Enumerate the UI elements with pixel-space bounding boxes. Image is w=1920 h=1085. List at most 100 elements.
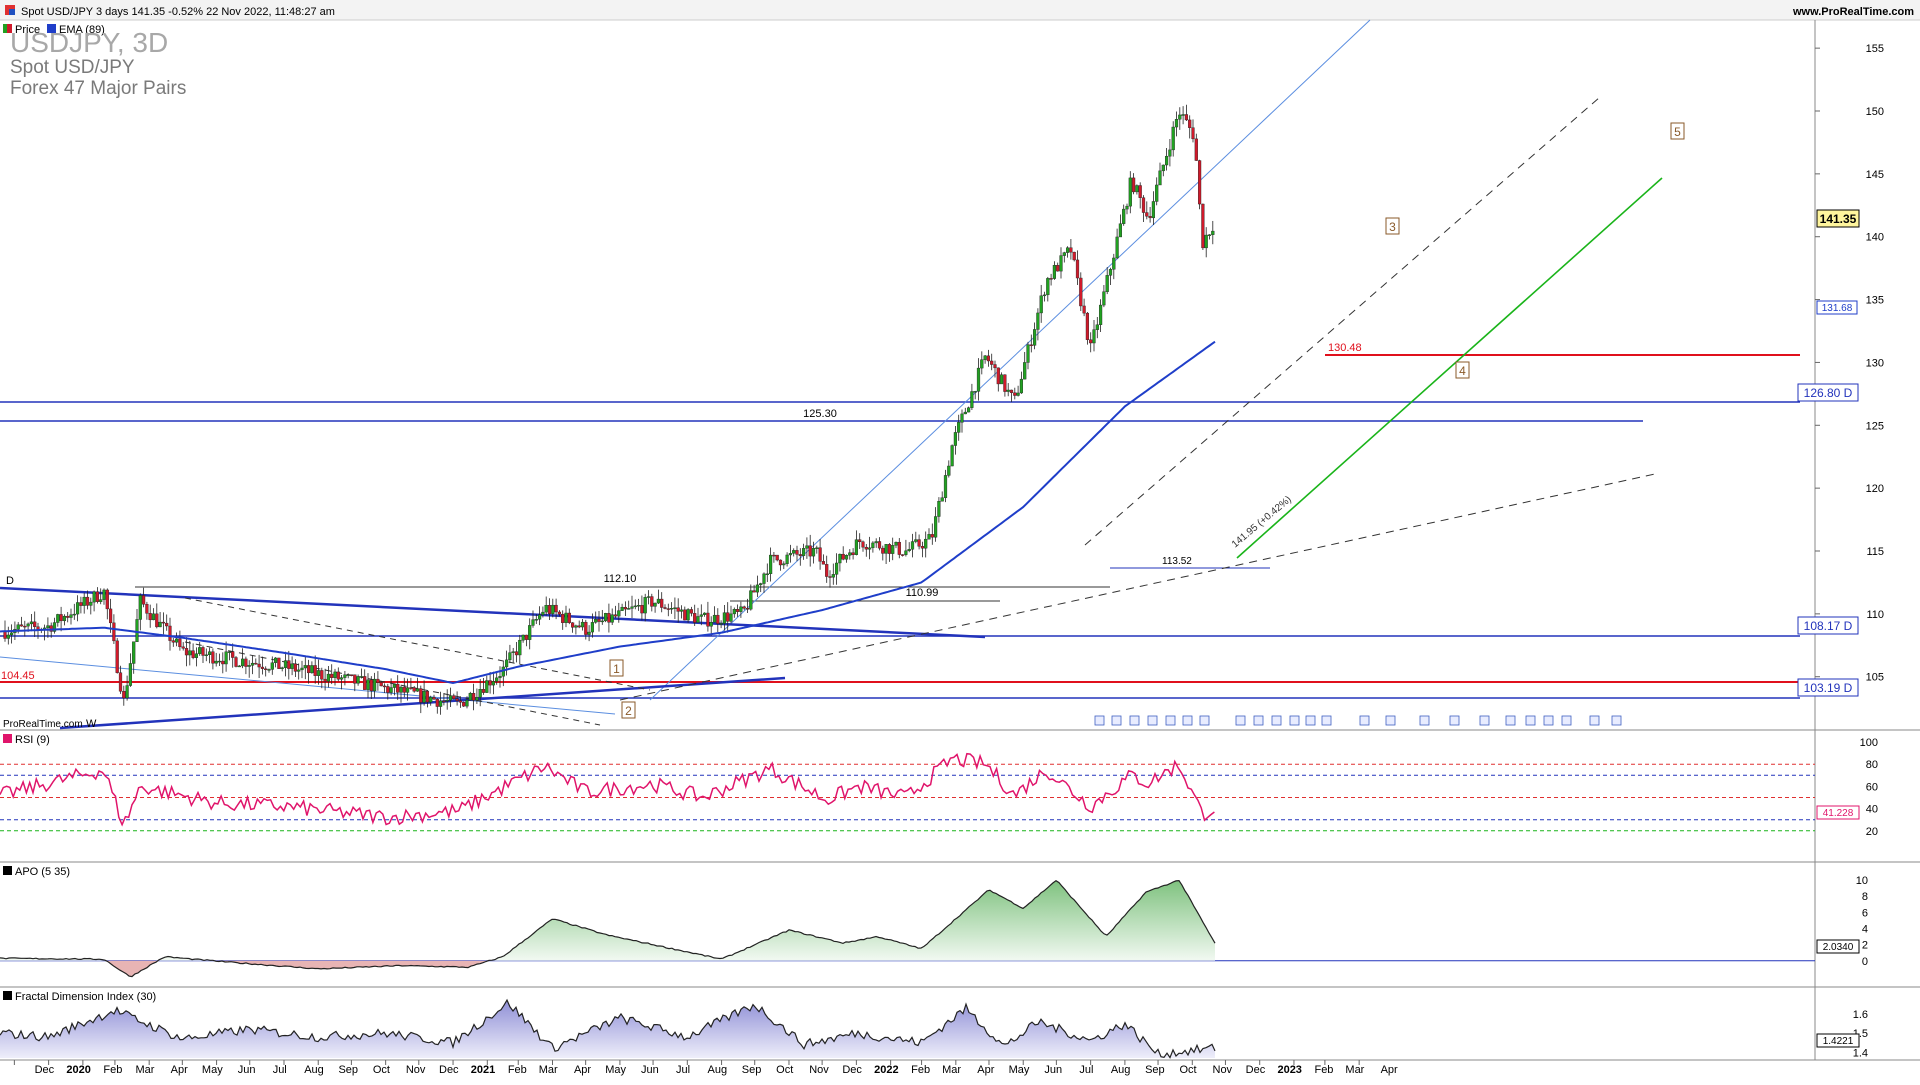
candle-body	[660, 598, 664, 608]
candle-body	[1151, 201, 1155, 219]
calendar-event-icon[interactable]	[1561, 715, 1572, 726]
calendar-event-icon[interactable]	[1182, 715, 1193, 726]
candle-body	[498, 676, 502, 679]
price-y-tick-label: 125	[1866, 420, 1884, 432]
candle-body	[155, 613, 159, 628]
candle-body	[851, 552, 855, 555]
rsi-y-tick-label: 40	[1866, 804, 1878, 816]
calendar-event-icon[interactable]	[1305, 715, 1316, 726]
apo-title: APO (5 35)	[15, 866, 70, 878]
calendar-event-icon[interactable]	[1094, 715, 1105, 726]
dashed-channel-lower[interactable]	[184, 641, 601, 726]
fdi-legend-swatch	[3, 991, 12, 1000]
candle-body	[1178, 114, 1182, 120]
candle-body	[963, 411, 967, 415]
candle-body	[59, 614, 63, 622]
candle-body	[488, 680, 492, 686]
calendar-event-icon[interactable]	[1611, 715, 1622, 726]
fdi-y-tick-label: 1.4	[1853, 1047, 1868, 1059]
calendar-event-icon[interactable]	[1199, 715, 1210, 726]
candle-body	[6, 634, 10, 639]
descending-trendline[interactable]	[0, 586, 986, 639]
fdi-panel: Fractal Dimension Index (30) 1.61.51.4 1…	[0, 991, 1868, 1059]
candle-body	[917, 539, 921, 547]
candle-body	[1065, 247, 1070, 253]
calendar-event-icon[interactable]	[1589, 715, 1600, 726]
candle-body	[877, 541, 882, 549]
candle-body	[1164, 155, 1169, 166]
candle-body	[1168, 149, 1172, 157]
calendar-event-icon[interactable]	[1147, 715, 1158, 726]
candle-body	[46, 625, 50, 629]
calendar-event-icon[interactable]	[1543, 715, 1554, 726]
steep-trendline[interactable]	[649, 19, 1371, 701]
calendar-event-icon[interactable]	[1271, 715, 1282, 726]
calendar-event-icon[interactable]	[1321, 715, 1332, 726]
d-marker: D	[6, 575, 14, 587]
candle-body	[1102, 291, 1106, 306]
level-box-103-19[interactable]: 103.19 D	[1797, 678, 1859, 697]
calendar-event-icon[interactable]	[1165, 715, 1176, 726]
candle-body	[706, 612, 710, 627]
candle-body	[425, 691, 429, 703]
candle-body	[557, 611, 561, 615]
event-markers[interactable]	[1094, 715, 1622, 726]
candle-body	[221, 660, 225, 665]
x-tick-label: 2023	[1277, 1064, 1301, 1076]
candle-body	[138, 595, 142, 620]
calendar-event-icon[interactable]	[1479, 715, 1490, 726]
candle-body	[901, 554, 905, 556]
candle-body	[1098, 304, 1103, 325]
candle-body	[452, 695, 456, 699]
calendar-event-icon[interactable]	[1525, 715, 1536, 726]
candle-body	[1191, 127, 1195, 140]
website-link[interactable]: www.ProRealTime.com	[1792, 6, 1914, 18]
green-trendline[interactable]	[1236, 177, 1663, 559]
candle-body	[749, 590, 753, 610]
calendar-event-icon[interactable]	[1253, 715, 1264, 726]
candle-body	[1052, 265, 1056, 279]
price-y-tick-label: 150	[1866, 106, 1884, 118]
candle-body	[1075, 259, 1080, 279]
level-box-126-80[interactable]: 126.80 D	[1797, 383, 1859, 402]
candle-body	[986, 355, 990, 362]
candle-body	[290, 663, 294, 669]
candle-body	[333, 671, 337, 678]
dashed-trend-long[interactable]	[619, 473, 1656, 701]
drawings: 104.45 130.48 125.30 112.10 110.99 113.5…	[0, 19, 1859, 730]
calendar-event-icon[interactable]	[1111, 715, 1122, 726]
calendar-event-icon[interactable]	[1235, 715, 1246, 726]
price-y-tick-label: 135	[1866, 295, 1884, 307]
candle-body	[838, 553, 842, 564]
apo-negative-fill	[0, 960, 1215, 977]
svg-text:1: 1	[613, 662, 620, 676]
candle-body	[769, 554, 773, 575]
candle-body	[458, 700, 462, 703]
dashed-channel-upper[interactable]	[184, 597, 651, 691]
candle-body	[79, 602, 83, 606]
candle-body	[712, 614, 717, 623]
x-tick-label: Mar	[942, 1064, 961, 1076]
calendar-event-icon[interactable]	[1505, 715, 1516, 726]
calendar-event-icon[interactable]	[1289, 715, 1300, 726]
dashed-trend-upper[interactable]	[1084, 96, 1601, 546]
candle-body	[1148, 216, 1152, 219]
candle-body	[396, 683, 400, 693]
level-box-108-17[interactable]: 108.17 D	[1797, 616, 1859, 635]
calendar-event-icon[interactable]	[1419, 715, 1430, 726]
candle-body	[52, 622, 57, 632]
light-trendline[interactable]	[0, 656, 616, 715]
candle-body	[250, 662, 255, 666]
candle-body	[884, 544, 888, 554]
calendar-event-icon[interactable]	[1359, 715, 1370, 726]
calendar-event-icon[interactable]	[1449, 715, 1460, 726]
candle-body	[590, 622, 594, 633]
calendar-event-icon[interactable]	[1385, 715, 1396, 726]
candle-body	[960, 413, 964, 423]
calendar-event-icon[interactable]	[1129, 715, 1140, 726]
candle-body	[23, 625, 27, 628]
candle-body	[970, 391, 974, 408]
apo-value-tag: 2.0340	[1816, 939, 1860, 954]
candle-body	[604, 613, 608, 622]
ascending-support-line[interactable]	[59, 676, 786, 730]
